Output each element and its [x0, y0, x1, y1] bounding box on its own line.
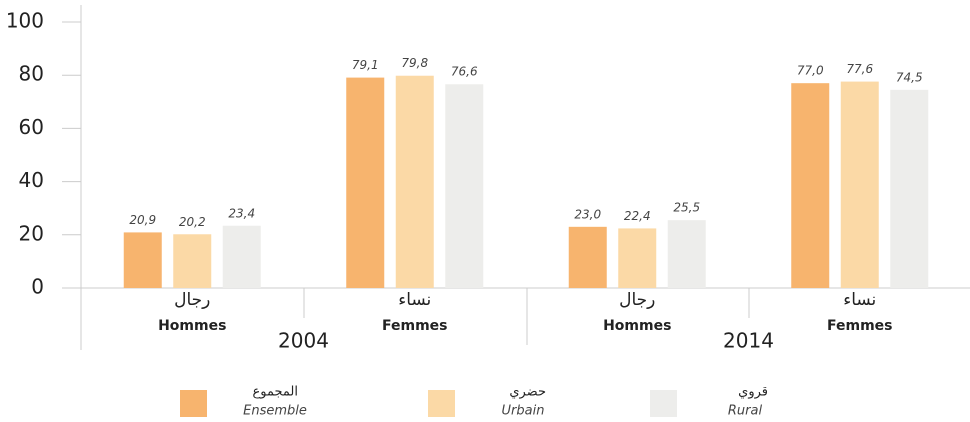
legend-swatch: [180, 390, 207, 417]
value-label: 77,0: [797, 64, 824, 78]
x-tick-label: Hommes: [158, 318, 226, 334]
value-label: 25,5: [673, 201, 700, 215]
legend-label: Rural: [728, 404, 763, 419]
legend-label-ar: المجموع: [253, 385, 298, 400]
value-label: 20,2: [179, 215, 206, 229]
x-tick-label: Femmes: [382, 318, 448, 334]
bar: [346, 77, 385, 289]
legend-label-ar: قروي: [738, 385, 768, 400]
y-tick-label: 40: [19, 168, 44, 192]
value-label: 74,5: [896, 70, 923, 84]
bar: [445, 84, 484, 288]
x-tick-label-ar: رجال: [174, 290, 210, 310]
y-tick-label: 0: [31, 275, 44, 299]
bar: [618, 228, 657, 288]
legend-swatch: [650, 390, 677, 417]
y-tick-label: 60: [19, 115, 44, 139]
value-label: 22,4: [624, 209, 651, 223]
legend-label-ar: حضري: [509, 385, 546, 400]
value-label: 23,4: [228, 206, 255, 220]
x-tick-label-ar: رجال: [619, 290, 655, 310]
group-label: 2004: [278, 329, 329, 353]
value-label: 76,6: [451, 65, 478, 79]
y-tick-label: 80: [19, 62, 44, 86]
value-label: 77,6: [846, 62, 873, 76]
value-label: 20,9: [129, 213, 156, 227]
y-tick-label: 20: [19, 221, 44, 245]
x-tick-label: Hommes: [603, 318, 671, 334]
bar: [222, 225, 261, 288]
bar: [890, 89, 929, 288]
legend-label: Urbain: [502, 404, 545, 419]
value-label: 79,8: [401, 56, 428, 70]
bar: [173, 234, 212, 288]
legend-swatch: [428, 390, 455, 417]
value-label: 79,1: [352, 58, 379, 72]
value-label: 23,0: [574, 207, 601, 221]
bar: [840, 81, 879, 288]
bar: [791, 83, 830, 289]
bar: [568, 226, 607, 288]
bar: [395, 75, 434, 289]
bar: [123, 232, 162, 288]
group-label: 2014: [723, 329, 774, 353]
legend-label: Ensemble: [243, 404, 307, 419]
bar: [667, 220, 706, 288]
x-tick-label: Femmes: [827, 318, 893, 334]
x-tick-label-ar: نساء: [843, 290, 876, 310]
x-tick-label-ar: نساء: [398, 290, 431, 310]
y-tick-label: 100: [6, 9, 44, 33]
